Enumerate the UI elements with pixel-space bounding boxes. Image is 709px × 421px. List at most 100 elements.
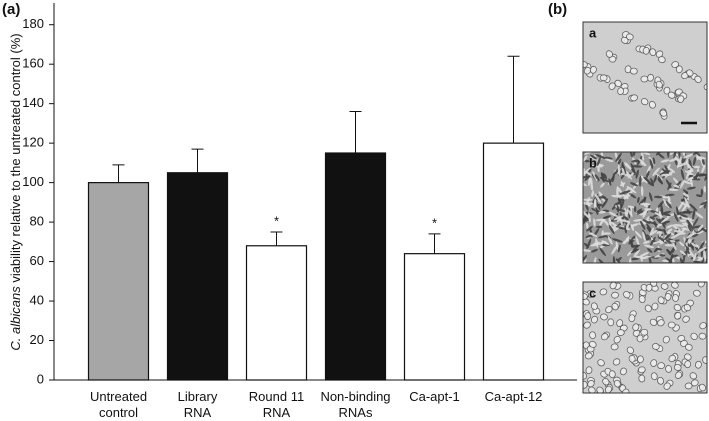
cell: [598, 235, 608, 239]
x-tick-label-line: RNA: [184, 405, 212, 420]
cell: [686, 186, 696, 190]
cell: [655, 228, 666, 232]
cell: [640, 175, 648, 184]
cell: [683, 303, 692, 312]
cell: [615, 225, 626, 230]
cell: [673, 184, 680, 188]
cell: [662, 335, 670, 344]
cell: [657, 296, 665, 305]
cell: [639, 202, 651, 206]
cell: [672, 294, 679, 302]
cell: [608, 224, 615, 235]
cell: [600, 182, 605, 188]
cell: [666, 248, 672, 256]
cell: [612, 358, 621, 366]
cell: [689, 203, 698, 212]
cell: [655, 80, 663, 89]
cell: [617, 87, 625, 96]
cell: [701, 158, 705, 165]
cell: [615, 152, 622, 163]
cell: [589, 65, 597, 74]
cell: [685, 248, 690, 255]
cell: [651, 343, 660, 350]
cell: [621, 167, 625, 176]
cell: [608, 211, 618, 217]
cell: [688, 249, 696, 260]
cell: [636, 334, 644, 343]
cell: [595, 200, 601, 211]
cell: [617, 244, 621, 253]
cell: [626, 171, 633, 180]
cell: [691, 225, 702, 229]
cell: [590, 243, 599, 247]
micrograph-frame: [582, 151, 708, 264]
cell: [618, 198, 625, 202]
cell: [599, 247, 607, 257]
cell: [611, 302, 619, 311]
cell: [642, 219, 651, 224]
cell: [697, 258, 704, 262]
cell: [631, 159, 641, 163]
cell: [660, 216, 670, 223]
cell: [655, 50, 664, 58]
cell: [593, 198, 597, 209]
cell: [699, 241, 705, 250]
cell: [700, 201, 707, 206]
cell: [664, 292, 672, 301]
cell: [693, 156, 697, 166]
cell: [629, 257, 641, 261]
cell: [584, 312, 592, 321]
cell: [680, 203, 688, 214]
y-tick-label: 40: [30, 292, 44, 307]
y-axis-label-italic: C. albicans: [8, 286, 23, 351]
cell: [603, 173, 608, 180]
cell: [690, 332, 698, 341]
cell: [671, 282, 679, 289]
cell: [667, 195, 671, 202]
cell: [629, 238, 634, 248]
cell: [613, 215, 624, 221]
cell: [646, 234, 652, 240]
cell: [599, 176, 609, 183]
cell: [617, 158, 622, 165]
y-tick-label: 100: [22, 174, 44, 189]
cell: [591, 164, 603, 168]
y-tick-label: 60: [30, 253, 44, 268]
cell: [598, 210, 606, 214]
cell: [690, 379, 699, 387]
cell: [629, 67, 638, 75]
cell: [695, 171, 699, 179]
y-tick-label: 140: [22, 95, 44, 110]
cell: [640, 75, 649, 83]
cell: [648, 221, 658, 226]
x-tick-label-line: Library: [178, 389, 218, 404]
cell: [627, 250, 633, 257]
cell: [679, 250, 687, 256]
cell: [613, 212, 619, 221]
cell: [584, 352, 593, 360]
cell: [640, 98, 649, 106]
cell: [650, 372, 658, 381]
cell: [638, 374, 646, 383]
cell: [647, 248, 653, 253]
cell: [694, 75, 702, 83]
cell: [612, 255, 616, 263]
cell: [622, 238, 630, 244]
y-tick-label: 0: [37, 371, 44, 386]
cell: [588, 212, 591, 223]
cell: [644, 304, 652, 313]
cell: [640, 255, 651, 260]
y-tick-label: 20: [30, 332, 44, 347]
cell: [597, 359, 605, 367]
cell: [611, 172, 615, 183]
cell: [620, 182, 626, 187]
cell: [625, 33, 634, 41]
cell: [599, 288, 608, 296]
cell: [616, 217, 622, 222]
cell: [625, 220, 630, 230]
cell: [657, 362, 666, 370]
cell: [616, 186, 623, 194]
cell: [583, 167, 591, 175]
cell: [665, 200, 672, 209]
cell: [684, 343, 693, 351]
